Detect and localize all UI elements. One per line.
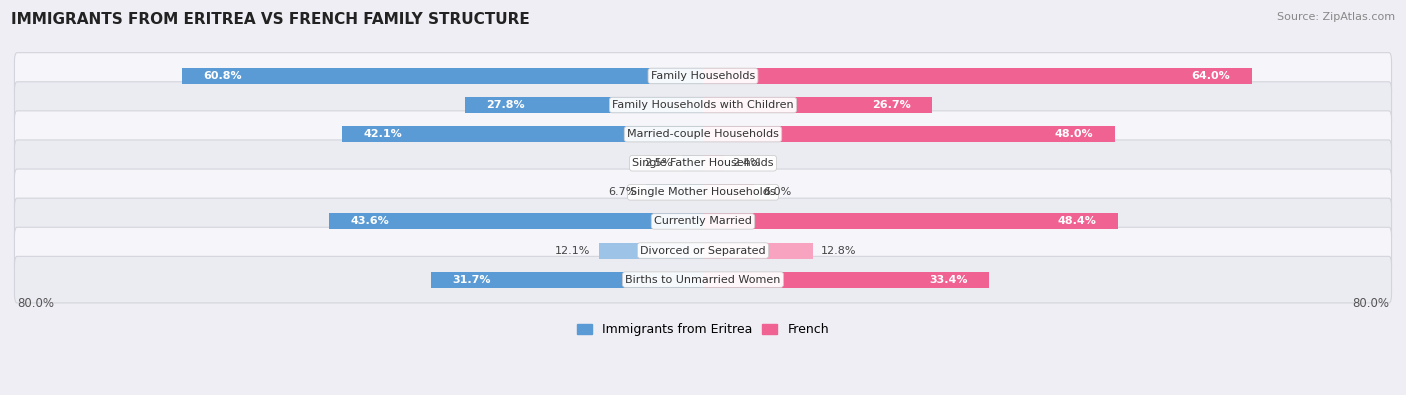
Text: 12.8%: 12.8%: [821, 246, 856, 256]
Text: 43.6%: 43.6%: [350, 216, 389, 226]
FancyBboxPatch shape: [14, 256, 1392, 303]
FancyBboxPatch shape: [14, 53, 1392, 99]
Text: 2.5%: 2.5%: [644, 158, 673, 168]
FancyBboxPatch shape: [14, 169, 1392, 216]
Text: 80.0%: 80.0%: [1353, 297, 1389, 310]
Bar: [703, 126, 1115, 142]
Bar: [181, 68, 703, 84]
Text: Married-couple Households: Married-couple Households: [627, 129, 779, 139]
Text: 42.1%: 42.1%: [364, 129, 402, 139]
Text: Family Households: Family Households: [651, 71, 755, 81]
Bar: [682, 155, 703, 171]
Text: Births to Unmarried Women: Births to Unmarried Women: [626, 275, 780, 285]
Bar: [645, 184, 703, 200]
FancyBboxPatch shape: [14, 227, 1392, 274]
Bar: [342, 126, 703, 142]
Bar: [703, 272, 990, 288]
Bar: [703, 243, 813, 259]
Bar: [703, 184, 755, 200]
Bar: [703, 213, 1118, 229]
Text: 33.4%: 33.4%: [929, 275, 967, 285]
Text: Source: ZipAtlas.com: Source: ZipAtlas.com: [1277, 12, 1395, 22]
Bar: [703, 155, 724, 171]
Text: 27.8%: 27.8%: [486, 100, 524, 110]
Text: 26.7%: 26.7%: [872, 100, 911, 110]
Text: 31.7%: 31.7%: [453, 275, 491, 285]
FancyBboxPatch shape: [14, 82, 1392, 128]
Text: 48.0%: 48.0%: [1054, 129, 1092, 139]
Bar: [703, 68, 1251, 84]
Bar: [599, 243, 703, 259]
Text: 12.1%: 12.1%: [555, 246, 591, 256]
FancyBboxPatch shape: [14, 111, 1392, 158]
Bar: [464, 97, 703, 113]
Text: Currently Married: Currently Married: [654, 216, 752, 226]
Text: 64.0%: 64.0%: [1191, 71, 1230, 81]
Text: 6.0%: 6.0%: [763, 187, 792, 198]
Text: 2.4%: 2.4%: [733, 158, 761, 168]
Text: IMMIGRANTS FROM ERITREA VS FRENCH FAMILY STRUCTURE: IMMIGRANTS FROM ERITREA VS FRENCH FAMILY…: [11, 12, 530, 27]
Text: 48.4%: 48.4%: [1057, 216, 1097, 226]
Legend: Immigrants from Eritrea, French: Immigrants from Eritrea, French: [572, 318, 834, 341]
Text: Divorced or Separated: Divorced or Separated: [640, 246, 766, 256]
FancyBboxPatch shape: [14, 198, 1392, 245]
Bar: [432, 272, 703, 288]
Text: Family Households with Children: Family Households with Children: [612, 100, 794, 110]
Text: 6.7%: 6.7%: [609, 187, 637, 198]
Text: Single Mother Households: Single Mother Households: [630, 187, 776, 198]
Text: 60.8%: 60.8%: [202, 71, 242, 81]
Text: Single Father Households: Single Father Households: [633, 158, 773, 168]
Bar: [329, 213, 703, 229]
Bar: [703, 97, 932, 113]
Text: 80.0%: 80.0%: [17, 297, 53, 310]
FancyBboxPatch shape: [14, 140, 1392, 186]
